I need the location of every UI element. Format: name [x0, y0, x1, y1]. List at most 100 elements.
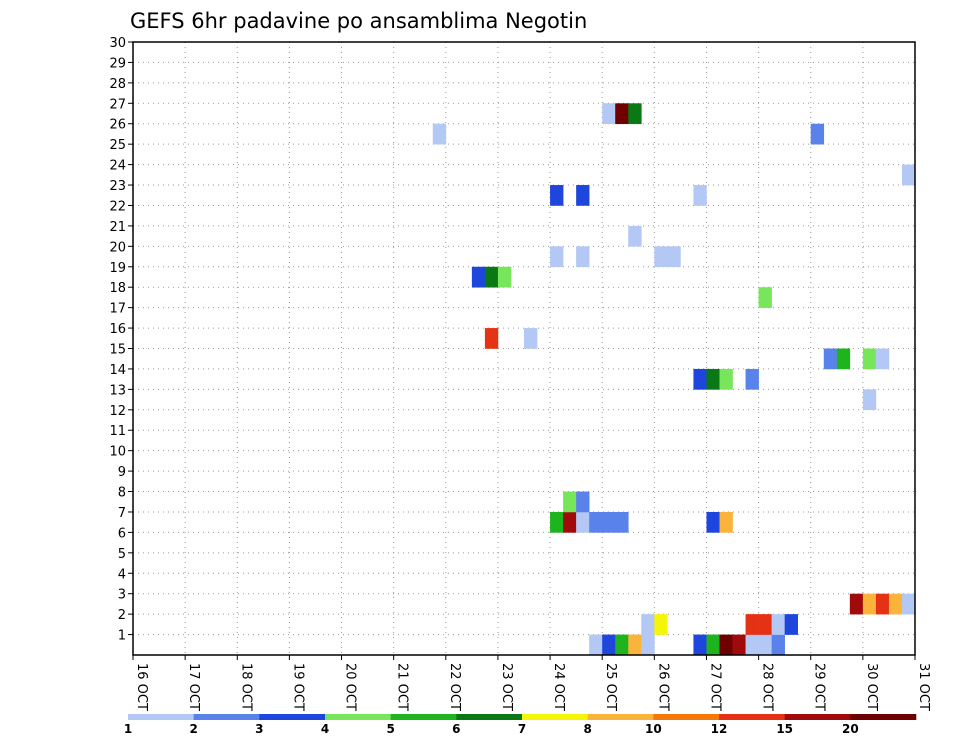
- y-tick-label: 10: [109, 445, 126, 460]
- legend-swatch: [128, 714, 194, 720]
- y-tick-label: 25: [109, 138, 126, 153]
- y-tick-label: 11: [109, 424, 126, 439]
- precip-cell: [602, 634, 616, 656]
- y-tick-label: 2: [118, 608, 126, 623]
- y-tick-label: 18: [109, 281, 126, 296]
- y-tick-label: 19: [109, 261, 126, 276]
- y-tick-label: 5: [118, 547, 126, 562]
- precip-cell: [589, 634, 603, 656]
- x-tick-label: 24 OCT: [551, 663, 566, 711]
- legend-label: 1: [124, 722, 132, 736]
- precip-cell: [862, 348, 877, 370]
- y-tick-label: 24: [109, 159, 126, 174]
- legend-swatch: [653, 714, 720, 720]
- precip-cell: [497, 266, 512, 288]
- precip-cell: [888, 593, 903, 615]
- precip-cell: [901, 593, 916, 615]
- precip-cell: [758, 634, 772, 656]
- legend-swatch: [850, 714, 917, 720]
- precip-cell: [836, 348, 851, 370]
- x-axis: 16 OCT 17 OCT 18 OCT 19 OCT 20 OCT 21 OCT 22 O…: [132, 655, 931, 711]
- precip-cell: [875, 348, 890, 370]
- x-tick-label: 18 OCT: [238, 663, 253, 711]
- y-axis: 1234567891011121314151617181920212223242…: [109, 36, 133, 644]
- precip-cell: [615, 634, 629, 656]
- precip-cell: [576, 491, 590, 513]
- precip-cell: [784, 614, 798, 635]
- precip-cell: [654, 614, 668, 635]
- y-tick-label: 12: [109, 404, 126, 419]
- legend-label: 5: [386, 722, 394, 736]
- precip-cell: [706, 511, 720, 533]
- precip-cell: [706, 368, 720, 390]
- precip-cell: [654, 246, 668, 268]
- legend-swatch: [719, 714, 785, 720]
- precip-cell: [628, 225, 642, 247]
- precip-cell: [589, 511, 603, 533]
- x-tick-label: 25 OCT: [603, 663, 618, 711]
- precip-cell: [732, 634, 746, 656]
- y-tick-label: 27: [109, 97, 126, 112]
- y-tick-label: 16: [109, 322, 126, 337]
- precip-cell: [901, 164, 916, 186]
- precip-cell: [771, 614, 785, 635]
- legend-label: 6: [452, 722, 460, 736]
- y-tick-label: 28: [109, 77, 126, 92]
- x-tick-label: 31 OCT: [916, 663, 931, 711]
- y-tick-label: 6: [118, 526, 126, 541]
- y-tick-label: 4: [118, 567, 126, 582]
- precip-cell: [745, 614, 759, 635]
- precip-cell: [615, 511, 629, 533]
- precip-cell: [810, 123, 825, 145]
- y-tick-label: 3: [118, 588, 126, 603]
- x-tick-label: 28 OCT: [760, 663, 775, 711]
- precip-cell: [550, 185, 564, 206]
- y-tick-label: 26: [109, 118, 126, 133]
- precip-cell: [745, 368, 759, 390]
- grid-lines: [133, 42, 915, 655]
- y-tick-label: 13: [109, 383, 126, 398]
- precip-cell: [563, 491, 577, 513]
- precip-cell: [615, 103, 629, 125]
- y-tick-label: 29: [109, 56, 126, 71]
- precip-cell: [602, 103, 616, 125]
- legend-swatch: [587, 714, 654, 720]
- precip-cell: [771, 634, 785, 656]
- legend-label: 3: [255, 722, 263, 736]
- y-tick-label: 30: [109, 36, 126, 51]
- precip-cell: [576, 185, 590, 206]
- precip-cell: [667, 246, 681, 268]
- y-tick-label: 21: [109, 220, 126, 235]
- precip-cell: [641, 614, 655, 635]
- precip-cell: [484, 266, 499, 288]
- precip-cell: [719, 634, 733, 656]
- precip-cell: [693, 368, 707, 390]
- legend-label: 8: [583, 722, 591, 736]
- legend-swatch: [390, 714, 457, 720]
- y-tick-label: 14: [109, 363, 126, 378]
- x-tick-label: 26 OCT: [655, 663, 670, 711]
- precip-cell: [641, 634, 655, 656]
- precip-cell: [576, 511, 590, 533]
- y-tick-label: 17: [109, 302, 126, 317]
- x-tick-label: 16 OCT: [134, 663, 149, 711]
- precip-cell: [550, 511, 564, 533]
- precip-cell: [693, 185, 707, 206]
- x-tick-label: 29 OCT: [812, 663, 827, 711]
- color-legend: 1 2 3 4 5 6 7 8 10 12 15 20: [124, 714, 917, 736]
- precip-cell: [484, 328, 499, 349]
- precip-cell: [563, 511, 577, 533]
- precip-cell: [745, 634, 759, 656]
- precip-cell: [524, 328, 538, 349]
- precip-cell: [862, 593, 877, 615]
- precip-cell: [706, 634, 720, 656]
- precip-cell: [862, 389, 877, 411]
- chart-title: GEFS 6hr padavine po ansamblima Negotin: [130, 9, 587, 33]
- precip-cell: [576, 246, 590, 268]
- precip-cell: [849, 593, 864, 615]
- precip-cell: [628, 634, 642, 656]
- legend-label: 10: [645, 722, 662, 736]
- precip-cell: [693, 634, 707, 656]
- legend-swatch: [259, 714, 326, 720]
